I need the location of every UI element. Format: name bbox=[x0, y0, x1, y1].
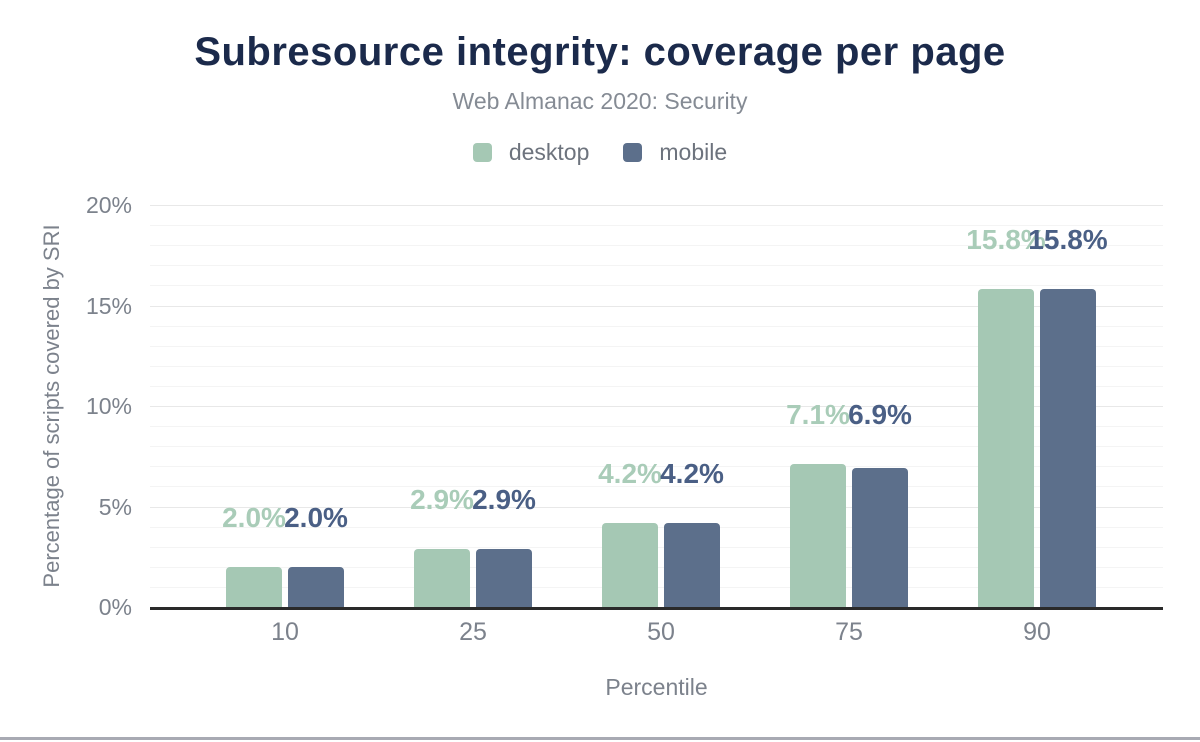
y-axis-ticks: 0% 5% 10% 15% 20% bbox=[0, 192, 141, 620]
y-tick-label: 15% bbox=[85, 292, 132, 319]
y-tick-label: 20% bbox=[85, 192, 132, 218]
bar-desktop-p50[interactable] bbox=[602, 522, 658, 607]
legend-item-desktop: desktop bbox=[472, 139, 590, 166]
y-tick-label: 0% bbox=[98, 594, 132, 620]
gridline bbox=[150, 446, 1163, 448]
bar-mobile-p75[interactable] bbox=[852, 468, 908, 607]
bar-mobile-p25[interactable] bbox=[476, 548, 532, 607]
chart-subtitle: Web Almanac 2020: Security bbox=[452, 88, 748, 114]
gridline bbox=[150, 245, 1163, 247]
bar-mobile-p10[interactable] bbox=[288, 566, 344, 607]
value-label-desktop-p90: 15.8% bbox=[966, 224, 1046, 256]
gridline bbox=[150, 506, 1163, 508]
x-tick-label: 25 bbox=[459, 618, 487, 646]
x-axis-title: Percentile bbox=[605, 674, 708, 700]
value-label-mobile-p75: 6.9% bbox=[848, 399, 912, 431]
x-tick-label: 10 bbox=[271, 618, 299, 646]
chart-title: Subresource integrity: coverage per page bbox=[194, 30, 1006, 74]
bar-mobile-p90[interactable] bbox=[1040, 289, 1096, 607]
gridline bbox=[150, 305, 1163, 307]
legend: desktop mobile bbox=[0, 139, 1200, 166]
mobile-swatch bbox=[623, 143, 643, 162]
value-label-mobile-p25: 2.9% bbox=[472, 483, 536, 515]
legend-label-mobile: mobile bbox=[659, 139, 728, 165]
gridline bbox=[150, 325, 1163, 327]
gridline bbox=[150, 205, 1163, 206]
value-label-desktop-p10: 2.0% bbox=[222, 501, 286, 533]
value-label-desktop-p25: 2.9% bbox=[410, 483, 474, 515]
gridline bbox=[150, 285, 1163, 287]
frame-bottom-edge bbox=[0, 737, 1200, 740]
gridline bbox=[150, 486, 1163, 488]
gridline bbox=[150, 466, 1163, 468]
bar-desktop-p10[interactable] bbox=[226, 566, 282, 607]
x-axis-ticks: 10 25 50 75 90 bbox=[150, 618, 1163, 648]
gridline bbox=[150, 365, 1163, 367]
legend-label-desktop: desktop bbox=[508, 139, 590, 165]
value-label-desktop-p75: 7.1% bbox=[786, 399, 850, 431]
bar-desktop-p75[interactable] bbox=[790, 464, 846, 607]
gridline bbox=[150, 265, 1163, 267]
bar-mobile-p50[interactable] bbox=[664, 522, 720, 607]
bar-desktop-p25[interactable] bbox=[414, 548, 470, 607]
y-tick-label: 5% bbox=[98, 493, 132, 520]
gridline bbox=[150, 385, 1163, 387]
gridline bbox=[150, 426, 1163, 428]
x-tick-label: 50 bbox=[647, 618, 675, 646]
gridline bbox=[150, 225, 1163, 227]
value-label-mobile-p90: 15.8% bbox=[1028, 224, 1108, 256]
y-tick-label: 10% bbox=[85, 393, 132, 419]
legend-item-mobile: mobile bbox=[623, 139, 727, 166]
gridline bbox=[150, 345, 1163, 347]
desktop-swatch bbox=[472, 143, 492, 162]
x-tick-label: 75 bbox=[835, 618, 863, 646]
plot-area: 2.0% 2.0% 2.9% 2.9% 4.2% 4.2% 7.1% 6.9% 15.8% 15.… bbox=[150, 205, 1163, 610]
value-label-desktop-p50: 4.2% bbox=[598, 457, 662, 489]
gridline bbox=[150, 406, 1163, 407]
value-label-mobile-p50: 4.2% bbox=[660, 457, 724, 489]
bar-desktop-p90[interactable] bbox=[978, 289, 1034, 607]
value-label-mobile-p10: 2.0% bbox=[284, 501, 348, 533]
x-tick-label: 90 bbox=[1023, 618, 1051, 646]
